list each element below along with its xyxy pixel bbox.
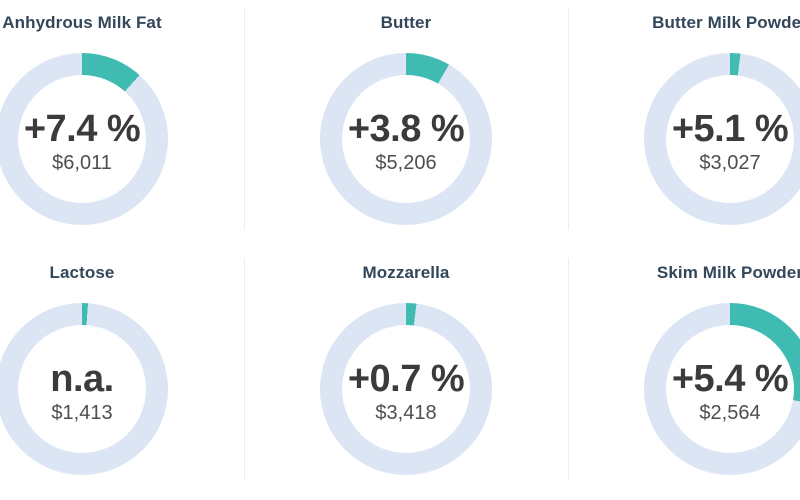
change-value: +5.1 % bbox=[671, 108, 789, 150]
card-skim-milk-powder: Skim Milk Powder +5.4 % $2,564 bbox=[568, 250, 800, 500]
donut-chart[interactable]: +3.8 % $5,206 bbox=[320, 53, 492, 225]
chart-title: Butter Milk Powder bbox=[652, 13, 800, 32]
price-value: $3,418 bbox=[375, 402, 437, 424]
change-value: +3.8 % bbox=[347, 108, 465, 150]
change-value: +5.4 % bbox=[671, 358, 789, 400]
donut-chart[interactable]: +0.7 % $3,418 bbox=[320, 303, 492, 475]
change-value: n.a. bbox=[50, 358, 114, 400]
chart-title: Lactose bbox=[49, 263, 115, 282]
donut-hole: n.a. $1,413 bbox=[18, 325, 146, 453]
price-value: $2,564 bbox=[699, 402, 761, 424]
donut-hole: +5.1 % $3,027 bbox=[666, 75, 794, 203]
donut-hole: +5.4 % $2,564 bbox=[666, 325, 794, 453]
price-value: $1,413 bbox=[51, 402, 113, 424]
chart-title: Mozzarella bbox=[362, 263, 450, 282]
donut-chart[interactable]: +5.1 % $3,027 bbox=[644, 53, 800, 225]
donut-chart[interactable]: n.a. $1,413 bbox=[0, 303, 168, 475]
price-value: $6,011 bbox=[52, 152, 112, 174]
card-mozzarella: Mozzarella +0.7 % $3,418 bbox=[244, 250, 568, 500]
card-lactose: Lactose n.a. $1,413 bbox=[0, 250, 244, 500]
chart-title: Anhydrous Milk Fat bbox=[2, 13, 162, 32]
price-value: $3,027 bbox=[699, 152, 761, 174]
card-butter-milk-powder: Butter Milk Powder +5.1 % $3,027 bbox=[568, 0, 800, 250]
change-value: +7.4 % bbox=[23, 108, 141, 150]
donut-hole: +0.7 % $3,418 bbox=[342, 325, 470, 453]
chart-title: Butter bbox=[380, 13, 432, 32]
change-value: +0.7 % bbox=[347, 358, 465, 400]
donut-chart[interactable]: +5.4 % $2,564 bbox=[644, 303, 800, 475]
card-anhydrous-milk-fat: Anhydrous Milk Fat +7.4 % $6,011 bbox=[0, 0, 244, 250]
donut-hole: +7.4 % $6,011 bbox=[18, 75, 146, 203]
price-value: $5,206 bbox=[375, 152, 437, 174]
donut-hole: +3.8 % $5,206 bbox=[342, 75, 470, 203]
chart-title: Skim Milk Powder bbox=[656, 263, 800, 282]
card-butter: Butter +3.8 % $5,206 bbox=[244, 0, 568, 250]
donut-chart[interactable]: +7.4 % $6,011 bbox=[0, 53, 168, 225]
